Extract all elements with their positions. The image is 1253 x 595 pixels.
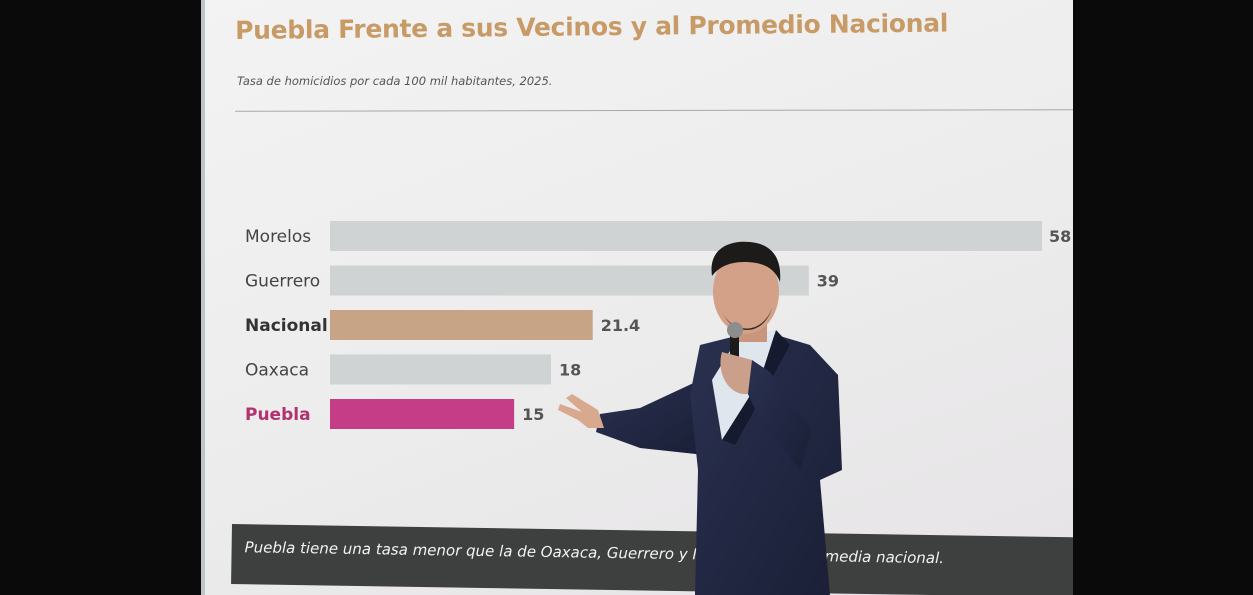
bar-morelos [330, 221, 1042, 251]
presenter-arm [596, 380, 705, 455]
presenter-head [713, 250, 779, 334]
bar-chart: Morelos 58 Guerrero 39 Nacional 21.4 Oaxaca 18 P… [245, 221, 1071, 429]
presenter-hair [711, 241, 781, 282]
category-label-guerrero: Guerrero [245, 272, 320, 292]
category-label-morelos: Morelos [245, 227, 311, 247]
screen-edge [201, 0, 205, 595]
bar-nacional [330, 310, 593, 340]
value-label-puebla: 15 [522, 405, 544, 424]
bar-oaxaca [330, 354, 551, 385]
presentation-screen: Puebla Frente a sus Vecinos y al Promedi… [201, 0, 1073, 595]
value-label-nacional: 21.4 [601, 316, 640, 335]
value-label-guerrero: 39 [817, 272, 839, 291]
chart-subtitle: Tasa de homicidios por cada 100 mil habi… [237, 74, 553, 88]
category-label-oaxaca: Oaxaca [245, 361, 309, 381]
value-label-oaxaca: 18 [559, 361, 581, 380]
microphone-head [727, 322, 743, 338]
presenter-left-hand [720, 352, 758, 395]
presenter-hand [558, 394, 604, 428]
value-label-morelos: 58 [1049, 227, 1071, 246]
category-label-puebla: Puebla [245, 405, 311, 425]
bar-puebla [330, 399, 515, 429]
category-label-nacional: Nacional [245, 316, 328, 336]
